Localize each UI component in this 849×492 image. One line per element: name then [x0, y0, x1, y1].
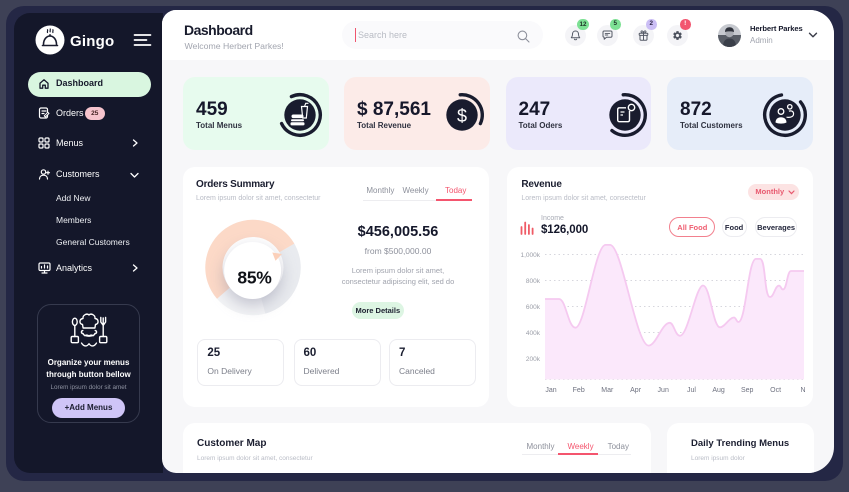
svg-text:Apr: Apr	[630, 387, 642, 394]
svg-text:600k: 600k	[526, 304, 541, 311]
svg-text:Jan: Jan	[545, 387, 556, 394]
svg-text:N: N	[800, 387, 805, 394]
svg-text:Oct: Oct	[770, 387, 781, 394]
svg-text:Jun: Jun	[658, 387, 669, 394]
svg-text:1,000k: 1,000k	[520, 252, 540, 259]
svg-text:85%: 85%	[237, 267, 272, 287]
svg-text:200k: 200k	[526, 356, 541, 363]
svg-text:Aug: Aug	[712, 387, 725, 394]
svg-text:Jul: Jul	[687, 387, 696, 394]
svg-text:$: $	[456, 105, 466, 125]
svg-text:400k: 400k	[526, 330, 541, 337]
svg-text:800k: 800k	[526, 278, 541, 285]
svg-text:Feb: Feb	[573, 387, 585, 394]
svg-text:Sep: Sep	[741, 387, 754, 394]
svg-text:Mar: Mar	[601, 387, 614, 394]
